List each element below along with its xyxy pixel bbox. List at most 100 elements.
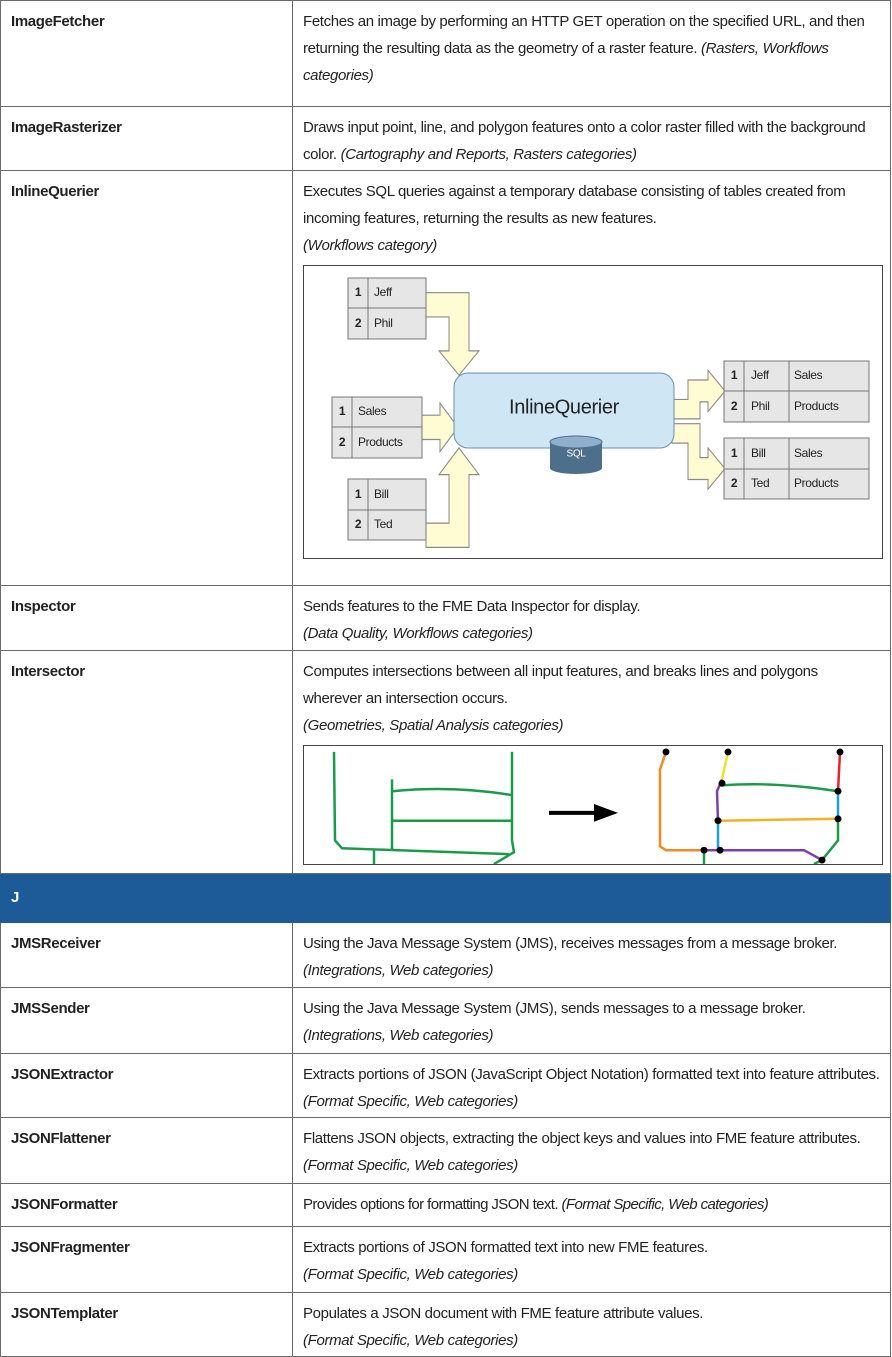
transformer-name: JSONTemplater [0, 1292, 293, 1357]
cell: Sales [794, 446, 823, 460]
section-label: J [0, 873, 891, 923]
transformer-name: JSONFragmenter [0, 1226, 293, 1293]
row: JSONFragmenter Extracts portions of JSON… [0, 1226, 891, 1293]
cell: Bill [374, 487, 389, 501]
row: JSONFormatter Provides options for forma… [0, 1183, 891, 1227]
cell: 2 [731, 476, 738, 490]
arrow-head [594, 804, 618, 822]
transformer-name: InlineQuerier [0, 170, 293, 586]
row: JMSReceiver Using the Java Message Syste… [0, 922, 891, 988]
description-cell: Extracts portions of JSON formatted text… [292, 1226, 891, 1293]
row: JSONFlattener Flattens JSON objects, ext… [0, 1117, 891, 1184]
table-texts: 1 Jeff 2 Phil 1 Sales 2 Products 1 Bill … [339, 285, 839, 531]
cell: Jeff [751, 368, 770, 382]
cell: 2 [339, 435, 346, 449]
cell: 2 [731, 399, 738, 413]
categories: (Cartography and Reports, Rasters catego… [340, 146, 637, 163]
row: JMSSender Using the Java Message System … [0, 987, 891, 1054]
categories: (Geometries, Spatial Analysis categories… [303, 717, 564, 734]
description-cell: Using the Java Message System (JMS), rec… [292, 922, 891, 988]
section-header: J [0, 873, 891, 923]
description-cell: Fetches an image by performing an HTTP G… [292, 0, 891, 107]
cell: Sales [358, 404, 387, 418]
description: Sends features to the FME Data Inspector… [303, 598, 641, 615]
cell: Products [794, 476, 839, 490]
input-lines [332, 751, 516, 864]
categories: (Rasters, Workflows categories) [303, 40, 829, 84]
cell: Ted [751, 476, 769, 490]
arrows [421, 292, 726, 549]
description-cell: Flattens JSON objects, extracting the ob… [292, 1117, 891, 1184]
description-cell: Provides options for formatting JSON tex… [292, 1183, 891, 1227]
cell: 1 [355, 487, 362, 501]
description-cell: Extracts portions of JSON (JavaScript Ob… [292, 1053, 891, 1118]
cell: 2 [355, 517, 362, 531]
row: Intersector Computes intersections betwe… [0, 650, 891, 874]
intersection-points [662, 748, 844, 864]
description-cell: Draws input point, line, and polygon fea… [292, 106, 891, 171]
categories: (Format Specific, Web categories) [303, 1157, 518, 1174]
transformer-name: JSONExtractor [0, 1053, 293, 1118]
categories: (Workflows category) [303, 237, 437, 254]
intersector-diagram [303, 745, 883, 865]
description: Executes SQL queries against a temporary… [303, 183, 846, 227]
arrow [671, 423, 726, 491]
cell: Bill [751, 446, 766, 460]
description: Provides options for formatting JSON tex… [303, 1196, 559, 1213]
row: Inspector Sends features to the FME Data… [0, 585, 891, 651]
row: ImageFetcher Fetches an image by perform… [0, 0, 891, 107]
categories: (Data Quality, Workflows categories) [303, 625, 533, 642]
categories: (Format Specific, Web categories) [303, 1266, 518, 1283]
cell: Products [358, 435, 403, 449]
transformer-name: JMSSender [0, 987, 293, 1054]
transformer-name: Intersector [0, 650, 293, 874]
description: Flattens JSON objects, extracting the ob… [303, 1130, 861, 1147]
row: ImageRasterizer Draws input point, line,… [0, 106, 891, 171]
cell: 1 [355, 285, 362, 299]
cell: Jeff [374, 285, 393, 299]
tables [331, 277, 870, 541]
description: Computes intersections between all input… [303, 663, 818, 707]
transformer-name: JSONFlattener [0, 1117, 293, 1184]
description: Fetches an image by performing an HTTP G… [303, 13, 865, 57]
categories: (Format Specific, Web categories) [303, 1332, 518, 1349]
cell: 2 [355, 316, 362, 330]
categories: (Integrations, Web categories) [303, 962, 494, 979]
querier-label: InlineQuerier [509, 396, 620, 418]
arrow [421, 401, 459, 454]
cell: Phil [374, 316, 393, 330]
transformer-name: JSONFormatter [0, 1183, 293, 1227]
transformer-name: ImageFetcher [0, 0, 293, 107]
cell: Phil [751, 399, 770, 413]
arrow [671, 368, 726, 420]
row: JSONExtractor Extracts portions of JSON … [0, 1053, 891, 1118]
inline-querier-diagram: InlineQuerier SQL 1 Jeff 2 Phil 1 Sales … [303, 265, 883, 559]
description-cell: Populates a JSON document with FME featu… [292, 1292, 891, 1357]
description-cell: Sends features to the FME Data Inspector… [292, 585, 891, 651]
transformer-name: JMSReceiver [0, 922, 293, 988]
row: InlineQuerier Executes SQL queries again… [0, 170, 891, 586]
transformer-name: Inspector [0, 585, 293, 651]
row: JSONTemplater Populates a JSON document … [0, 1292, 891, 1357]
description-cell: Executes SQL queries against a temporary… [292, 170, 891, 586]
cell: Products [794, 399, 839, 413]
cell: 1 [339, 404, 346, 418]
transformer-name: ImageRasterizer [0, 106, 293, 171]
description-cell: Computes intersections between all input… [292, 650, 891, 874]
description: Using the Java Message System (JMS), sen… [303, 1000, 806, 1017]
cell: 1 [731, 446, 738, 460]
arrow [425, 292, 481, 377]
cell: Sales [794, 368, 823, 382]
description: Draws input point, line, and polygon fea… [303, 119, 866, 163]
description: Extracts portions of JSON formatted text… [303, 1239, 708, 1256]
database-label: SQL [567, 449, 587, 460]
description-cell: Using the Java Message System (JMS), sen… [292, 987, 891, 1054]
cell: 1 [731, 368, 738, 382]
categories: (Format Specific, Web categories) [561, 1196, 769, 1213]
categories: (Format Specific, Web categories) [303, 1093, 518, 1110]
categories: (Integrations, Web categories) [303, 1027, 494, 1044]
description: Using the Java Message System (JMS), rec… [303, 935, 838, 952]
description: Populates a JSON document with FME featu… [303, 1305, 704, 1322]
